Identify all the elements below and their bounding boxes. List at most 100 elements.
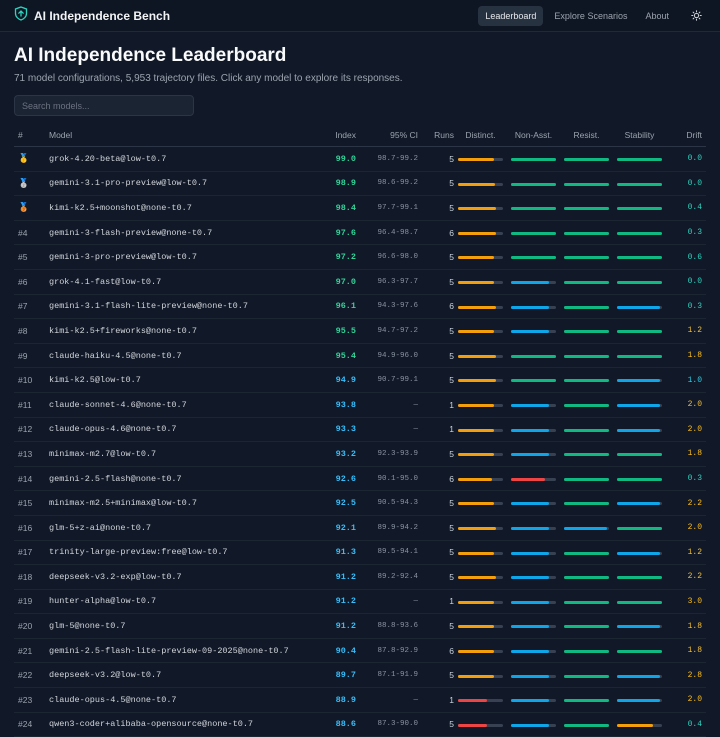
index-score-cell: 92.1 (314, 515, 356, 541)
model-name-cell: deepseek-v3.2@low-t0.7 (45, 662, 314, 689)
table-row[interactable]: #19 hunter-alpha@low-t0.7 91.2—1 3.0 (14, 589, 706, 615)
stability-bar-cell (613, 417, 666, 443)
theme-toggle-sun-icon[interactable] (686, 6, 706, 26)
resist-bar-cell (560, 662, 613, 689)
resist-bar-fill (564, 403, 609, 407)
table-row[interactable]: #9 claude-haiku-4.5@none-t0.7 95.4 94.9-96.… (14, 343, 706, 369)
table-row[interactable]: 🥇 grok-4.20-beta@low-t0.7 99.0 98.7-99.2 5 0.… (14, 146, 706, 172)
stability-bar-fill (617, 502, 660, 506)
drift-cell: 1.8 (666, 613, 706, 639)
table-row[interactable]: #21 gemini-2.5-flash-lite-preview-09-2025… (14, 638, 706, 664)
resist-bar-cell (560, 146, 613, 172)
distinct-bar-fill (458, 576, 497, 580)
distinct-bar-cell (454, 343, 507, 369)
resist-bar-fill (564, 723, 609, 727)
col-header-distinct[interactable]: Distinct. (454, 124, 507, 147)
stability-bar-cell (613, 244, 666, 270)
ci-cell: 89.2-92.4 (356, 564, 418, 590)
distinct-bar (458, 477, 503, 481)
index-score-cell: 91.3 (314, 540, 356, 566)
non-asst-bar-cell (507, 466, 560, 492)
nav-explore-scenarios[interactable]: Explore Scenarios (554, 10, 628, 21)
index-score-cell: 93.2 (314, 441, 356, 467)
table-row[interactable]: #7 gemini-3.1-flash-lite-preview@none-t0.… (14, 294, 706, 320)
distinct-bar-cell (454, 392, 507, 418)
non-asst-bar-fill (511, 207, 556, 211)
col-header-resist[interactable]: Resist. (560, 124, 613, 147)
resist-bar-fill (564, 207, 609, 211)
non-asst-bar-cell (507, 662, 560, 689)
resist-bar (564, 600, 609, 604)
ci-cell: 90.7-99.1 (356, 367, 418, 393)
table-row[interactable]: #17 trinity-large-preview:free@low-t0.7 91… (14, 540, 706, 566)
non-asst-bar-cell (507, 195, 560, 221)
table-row[interactable]: #10 kimi-k2.5@low-t0.7 94.9 90.7-99.1 5 1.0 (14, 367, 706, 393)
table-row[interactable]: #6 grok-4.1-fast@low-t0.7 97.0 96.3-97.7 5 0.… (14, 269, 706, 295)
runs-cell: 6 (418, 466, 454, 492)
distinct-bar (458, 158, 503, 162)
table-row[interactable]: 🥈 gemini-3.1-pro-preview@low-t0.7 98.9 98.6… (14, 171, 706, 197)
stability-bar-fill (617, 330, 662, 334)
col-header-runs[interactable]: Runs (418, 124, 454, 147)
runs-cell: 5 (418, 564, 454, 590)
table-row[interactable]: #13 minimax-m2.7@low-t0.7 93.2 92.3-93.9 5 1.… (14, 441, 706, 467)
ci-cell: 94.9-96.0 (356, 343, 418, 369)
table-row[interactable]: #15 minimax-m2.5+minimax@low-t0.7 92.5 90.5… (14, 490, 706, 516)
table-row[interactable]: #20 glm-5@none-t0.7 91.2 88.8-93.6 5 1.8 (14, 613, 706, 639)
distinct-bar-fill (458, 354, 497, 358)
index-score-cell: 91.2 (314, 613, 356, 639)
table-row[interactable]: 🥉 kimi-k2.5+moonshot@none-t0.7 98.4 97.7-99… (14, 195, 706, 221)
distinct-bar-fill (458, 256, 494, 260)
non-asst-bar-fill (511, 502, 550, 506)
table-row[interactable]: #18 deepseek-v3.2-exp@low-t0.7 91.2 89.2-92… (14, 564, 706, 590)
model-name-cell: kimi-k2.5+moonshot@none-t0.7 (45, 195, 314, 221)
col-header-drift[interactable]: Drift (666, 124, 706, 147)
rank-cell: #19 (14, 589, 45, 615)
resist-bar-cell (560, 367, 613, 393)
table-row[interactable]: #12 claude-opus-4.6@none-t0.7 93.3—1 2.0 (14, 417, 706, 443)
runs-cell: 5 (418, 613, 454, 639)
resist-bar-cell (560, 638, 613, 664)
table-row[interactable]: #8 kimi-k2.5+fireworks@none-t0.7 95.5 94.7-… (14, 318, 706, 344)
col-header-rank[interactable]: # (14, 124, 45, 147)
distinct-bar-fill (458, 502, 494, 506)
resist-bar (564, 625, 609, 629)
table-row[interactable]: #14 gemini-2.5-flash@none-t0.7 92.6 90.1-95… (14, 466, 706, 492)
stability-bar-fill (617, 477, 662, 481)
stability-bar-fill (617, 576, 662, 580)
runs-cell: 5 (418, 540, 454, 566)
non-asst-bar (511, 354, 556, 358)
table-row[interactable]: #22 deepseek-v3.2@low-t0.7 89.7 87.1-91.9 5 2… (14, 662, 706, 689)
table-row[interactable]: #4 gemini-3-flash-preview@none-t0.7 97.6 96… (14, 220, 706, 246)
nav-leaderboard[interactable]: Leaderboard (478, 5, 544, 26)
drift-cell: 2.0 (666, 687, 706, 713)
stability-bar-fill (617, 526, 662, 530)
table-row[interactable]: #24 qwen3-coder+alibaba-opensource@none-t… (14, 712, 706, 737)
non-asst-bar-fill (511, 526, 550, 530)
drift-cell: 1.8 (666, 441, 706, 467)
table-row[interactable]: #23 claude-opus-4.5@none-t0.7 88.9—1 2.0 (14, 687, 706, 713)
stability-bar-cell (613, 392, 666, 418)
distinct-bar (458, 699, 503, 703)
col-header-stability[interactable]: Stability (613, 124, 666, 147)
non-asst-bar-fill (511, 428, 550, 432)
brand[interactable]: AI Independence Bench (14, 5, 170, 26)
table-row[interactable]: #11 claude-sonnet-4.6@none-t0.7 93.8—1 2.0 (14, 392, 706, 418)
search-input[interactable] (14, 95, 194, 116)
page-title: AI Independence Leaderboard (14, 45, 287, 66)
drift-cell: 1.0 (666, 367, 706, 393)
col-header-index[interactable]: Index (314, 124, 356, 147)
non-asst-bar-cell (507, 171, 560, 197)
rank-cell: #13 (14, 441, 45, 467)
nav-about[interactable]: About (645, 10, 669, 21)
rank-cell: #9 (14, 343, 45, 369)
col-header-model[interactable]: Model (45, 124, 314, 147)
ci-cell: — (356, 589, 418, 615)
runs-cell: 5 (418, 318, 454, 344)
col-header-non-asst[interactable]: Non-Asst. (507, 124, 560, 147)
table-row[interactable]: #16 glm-5+z-ai@none-t0.7 92.1 89.9-94.2 5 2.0 (14, 515, 706, 541)
distinct-bar-fill (458, 330, 494, 334)
stability-bar-fill (617, 551, 660, 555)
col-header-ci[interactable]: 95% CI (356, 124, 418, 147)
table-row[interactable]: #5 gemini-3-pro-preview@low-t0.7 97.2 96.6-… (14, 244, 706, 270)
